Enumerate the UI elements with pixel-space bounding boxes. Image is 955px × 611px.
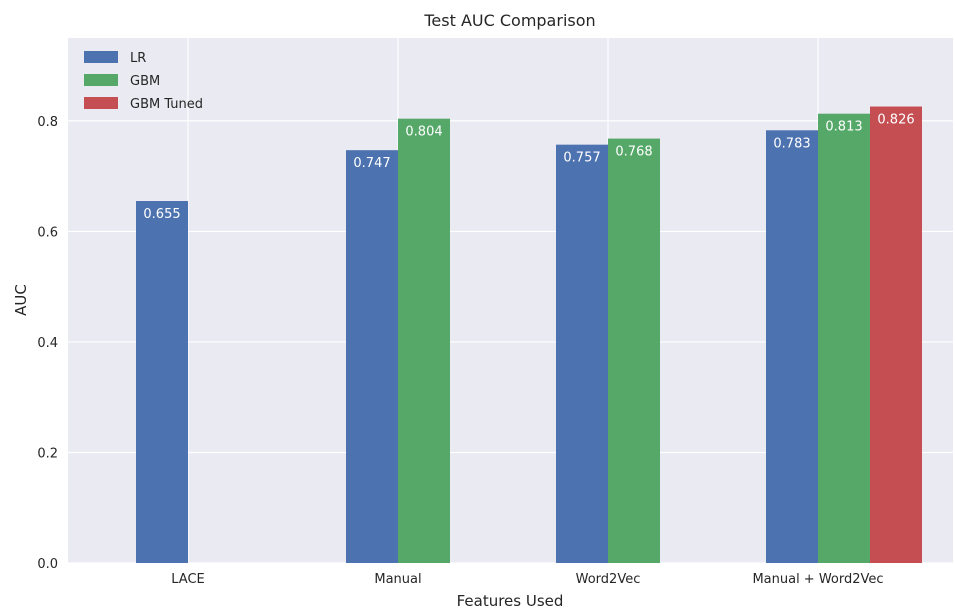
- x-tick-label: Word2Vec: [576, 572, 641, 587]
- bar-lr: [136, 201, 188, 564]
- bar-lr: [346, 150, 398, 563]
- bar-value-label: 0.747: [353, 156, 390, 171]
- x-axis-label: Features Used: [457, 592, 564, 610]
- legend-label: GBM: [130, 74, 160, 89]
- bar-value-labels: 0.655 0.747 0.804 0.757 0.768 0.783 0.813 0.826: [143, 113, 914, 223]
- legend-label: GBM Tuned: [130, 97, 203, 112]
- bar-gbm: [398, 118, 450, 564]
- x-axis-ticks: LACE Manual Word2Vec Manual + Word2Vec: [171, 572, 883, 587]
- bar-gbm-tuned: [870, 106, 922, 564]
- x-tick-label: Manual: [374, 572, 421, 587]
- bar-value-label: 0.804: [405, 125, 442, 140]
- y-axis-label: AUC: [12, 284, 30, 316]
- chart-title: Test AUC Comparison: [423, 11, 595, 30]
- bar-lr: [556, 144, 608, 563]
- y-tick-label: 0.2: [37, 446, 58, 461]
- y-tick-label: 0.0: [37, 557, 58, 572]
- legend-swatch: [84, 51, 118, 63]
- bar-value-label: 0.757: [563, 151, 600, 166]
- bar-gbm: [818, 113, 870, 564]
- y-tick-label: 0.6: [37, 225, 58, 240]
- bars: [136, 106, 922, 564]
- legend: LR GBM GBM Tuned: [84, 51, 203, 112]
- y-tick-label: 0.4: [37, 336, 58, 351]
- legend-swatch: [84, 97, 118, 109]
- bar-lr: [766, 130, 818, 563]
- bar-value-label: 0.783: [773, 136, 810, 151]
- bar-value-label: 0.813: [825, 120, 862, 135]
- bar-value-label: 0.655: [143, 207, 180, 222]
- bar-gbm: [608, 138, 660, 563]
- bar-value-label: 0.768: [615, 145, 652, 160]
- legend-swatch: [84, 74, 118, 86]
- y-tick-label: 0.8: [37, 115, 58, 130]
- legend-label: LR: [130, 51, 146, 66]
- y-axis-ticks: 0.0 0.2 0.4 0.6 0.8: [37, 115, 58, 572]
- x-tick-label: Manual + Word2Vec: [752, 572, 883, 587]
- x-tick-label: LACE: [171, 572, 205, 587]
- bar-value-label: 0.826: [877, 113, 914, 128]
